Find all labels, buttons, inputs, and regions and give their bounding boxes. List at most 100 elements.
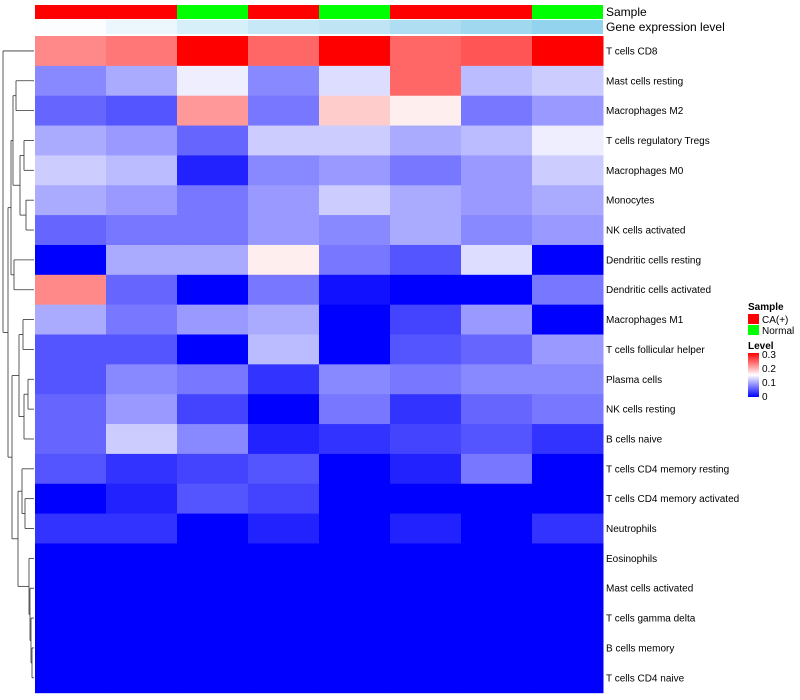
legend-label-ca: CA(+) [762, 315, 788, 326]
heatmap-cell [390, 483, 462, 515]
heatmap-cell [390, 215, 462, 246]
heatmap-cell [106, 95, 178, 127]
heatmap-cell [461, 125, 533, 156]
sample-annotation-cell [390, 5, 461, 19]
heatmap-cell [319, 244, 391, 276]
sample-annotation-cell [35, 5, 106, 19]
heatmap-cell [390, 513, 462, 544]
heatmap-cell [532, 662, 604, 694]
heatmap-cell [461, 185, 533, 216]
heatmap-cell [35, 95, 107, 127]
heatmap-cell [390, 155, 462, 186]
heatmap-cell [532, 185, 604, 216]
heatmap-cell [532, 453, 604, 485]
row-label: Dendritic cells activated [606, 285, 711, 296]
heatmap-cell [177, 244, 249, 276]
expression-annotation-cell [319, 20, 390, 34]
heatmap-cell [177, 125, 249, 156]
row-label: Mast cells resting [606, 76, 683, 87]
heatmap-cell [390, 185, 462, 216]
heatmap-cell [177, 513, 249, 544]
heatmap-cell [177, 155, 249, 186]
heatmap-cell [248, 304, 320, 335]
heatmap-cell [35, 334, 107, 365]
heatmap-cell [319, 573, 391, 604]
heatmap-cell [35, 453, 107, 485]
row-label: Macrophages M2 [606, 106, 684, 117]
sample-annotation-cell [177, 5, 248, 19]
heatmap-cell [390, 543, 462, 574]
heatmap-cell [248, 453, 320, 485]
heatmap-cell [532, 483, 604, 515]
heatmap-cell [177, 603, 249, 634]
heatmap-cell [35, 185, 107, 216]
heatmap-cell [532, 244, 604, 276]
heatmap-cell [35, 65, 107, 97]
sample-annotation-cell [106, 5, 177, 19]
heatmap-cell [35, 364, 107, 395]
heatmap-cell [248, 95, 320, 127]
heatmap-cells [35, 36, 604, 694]
heatmap-cell [106, 453, 178, 485]
legend-level-title: Level [748, 341, 774, 352]
heatmap-cell [461, 364, 533, 395]
heatmap-cell [532, 215, 604, 246]
heatmap-cell [35, 603, 107, 634]
row-label: Macrophages M1 [606, 315, 684, 326]
heatmap-cell [248, 424, 320, 455]
heatmap-cell [461, 483, 533, 515]
heatmap-cell [461, 65, 533, 97]
heatmap-cell [532, 304, 604, 335]
heatmap-cell [532, 65, 604, 97]
heatmap-cell [106, 185, 178, 216]
heatmap-cell [35, 424, 107, 455]
heatmap-cell [177, 394, 249, 425]
heatmap-cell [106, 65, 178, 97]
heatmap-cell [461, 424, 533, 455]
heatmap-cell [177, 573, 249, 604]
expression-annotation-cell [248, 20, 319, 34]
legend: Sample CA(+) Normal Level 0.3 0.2 0.1 0 [748, 302, 794, 403]
row-label: T cells CD4 naive [606, 673, 685, 684]
heatmap-cell [319, 603, 391, 634]
heatmap-cell [177, 65, 249, 97]
heatmap-cell [461, 304, 533, 335]
expression-annotation-cell [390, 20, 461, 34]
heatmap-cell [319, 65, 391, 97]
row-label: T cells CD8 [606, 46, 658, 57]
heatmap-cell [248, 603, 320, 634]
heatmap-cell [319, 633, 391, 664]
heatmap-cell [35, 543, 107, 574]
row-label: NK cells resting [606, 405, 675, 416]
heatmap-cell [35, 215, 107, 246]
expression-annotation-cell [106, 20, 177, 34]
heatmap-cell [35, 155, 107, 186]
heatmap-cell [532, 155, 604, 186]
heatmap-cell [461, 453, 533, 485]
legend-level-tick: 0 [762, 392, 768, 403]
heatmap-cell [532, 633, 604, 664]
heatmap-cell [390, 95, 462, 127]
row-label: Monocytes [606, 196, 654, 207]
heatmap-cell [319, 662, 391, 694]
heatmap-cell [461, 155, 533, 186]
annotation-label-sample: Sample [606, 5, 647, 19]
heatmap-cell [390, 424, 462, 455]
heatmap-cell [248, 394, 320, 425]
heatmap-cell [35, 394, 107, 425]
heatmap-cell [532, 394, 604, 425]
heatmap-cell [35, 304, 107, 335]
heatmap-cell [390, 603, 462, 634]
row-label: Dendritic cells resting [606, 255, 701, 266]
heatmap-cell [319, 334, 391, 365]
heatmap-cell [532, 424, 604, 455]
heatmap-cell [248, 125, 320, 156]
heatmap-cell [319, 155, 391, 186]
heatmap-cell [106, 215, 178, 246]
row-label: Eosinophils [606, 554, 657, 565]
heatmap-cell [461, 334, 533, 365]
heatmap-cell [248, 274, 320, 306]
heatmap-cell [177, 453, 249, 485]
heatmap-cell [106, 274, 178, 306]
